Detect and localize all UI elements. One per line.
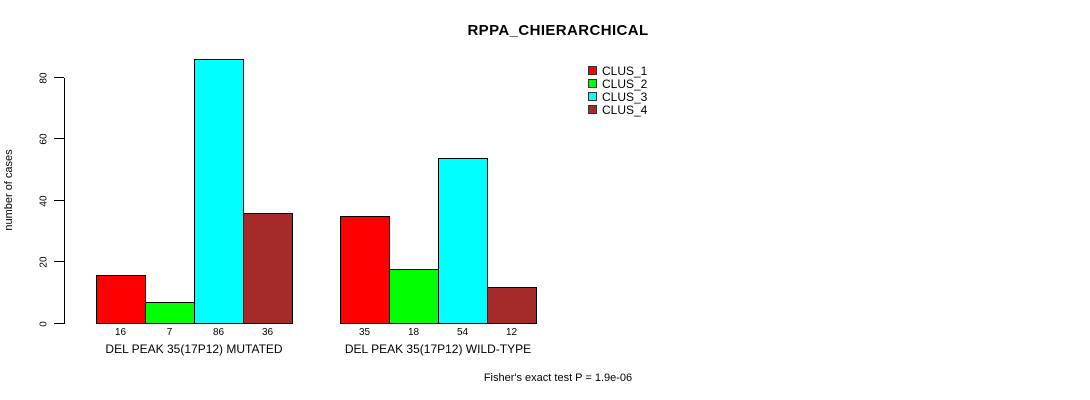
legend-item-clus_3: CLUS_3: [588, 89, 648, 104]
legend: CLUS_1 CLUS_2 CLUS_3 CLUS_4: [588, 63, 648, 117]
bar-value-label: 54: [456, 327, 469, 338]
y-tick-label: 20: [38, 256, 50, 268]
y-tick-label: 80: [38, 72, 50, 84]
bar-clus_4-group1: [243, 213, 293, 324]
legend-label: CLUS_2: [602, 76, 648, 91]
y-tick: [54, 138, 64, 139]
legend-label: CLUS_3: [602, 89, 648, 104]
y-tick: [54, 261, 64, 262]
bar-value-label: 16: [114, 327, 127, 338]
y-tick: [54, 323, 64, 324]
chart-title: RPPA_CHIERARCHICAL: [467, 22, 649, 39]
y-axis-line: [64, 78, 65, 324]
y-axis-label: number of cases: [3, 149, 15, 231]
bar-value-label: 86: [212, 327, 225, 338]
legend-item-clus_1: CLUS_1: [588, 63, 648, 78]
bar-value-label: 35: [358, 327, 371, 338]
group-label: DEL PEAK 35(17P12) MUTATED: [105, 342, 283, 356]
bar-value-label: 7: [166, 327, 173, 338]
bar-value-label: 18: [407, 327, 420, 338]
group-label: DEL PEAK 35(17P12) WILD-TYPE: [344, 342, 532, 356]
y-tick: [54, 200, 64, 201]
legend-swatch-icon: [588, 92, 597, 101]
bar-clus_1-group2: [340, 216, 390, 324]
legend-label: CLUS_1: [602, 63, 648, 78]
bar-clus_3-group2: [438, 158, 488, 324]
legend-swatch-icon: [588, 105, 597, 114]
legend-item-clus_4: CLUS_4: [588, 102, 648, 117]
bar-clus_1-group1: [96, 275, 146, 324]
bar-value-label: 12: [505, 327, 518, 338]
bar-clus_2-group1: [145, 302, 195, 324]
fisher-test-annotation: Fisher's exact test P = 1.9e-06: [483, 372, 633, 384]
y-tick-label: 60: [38, 133, 50, 145]
bar-clus_4-group2: [487, 287, 537, 324]
bar-clus_3-group1: [194, 59, 244, 324]
legend-label: CLUS_4: [602, 102, 648, 117]
y-tick-label: 40: [38, 195, 50, 207]
legend-item-clus_2: CLUS_2: [588, 76, 648, 91]
bar-value-label: 36: [261, 327, 274, 338]
legend-swatch-icon: [588, 66, 597, 75]
y-tick: [54, 77, 64, 78]
bar-clus_2-group2: [389, 269, 439, 324]
y-tick-label: 0: [38, 321, 50, 327]
legend-swatch-icon: [588, 79, 597, 88]
